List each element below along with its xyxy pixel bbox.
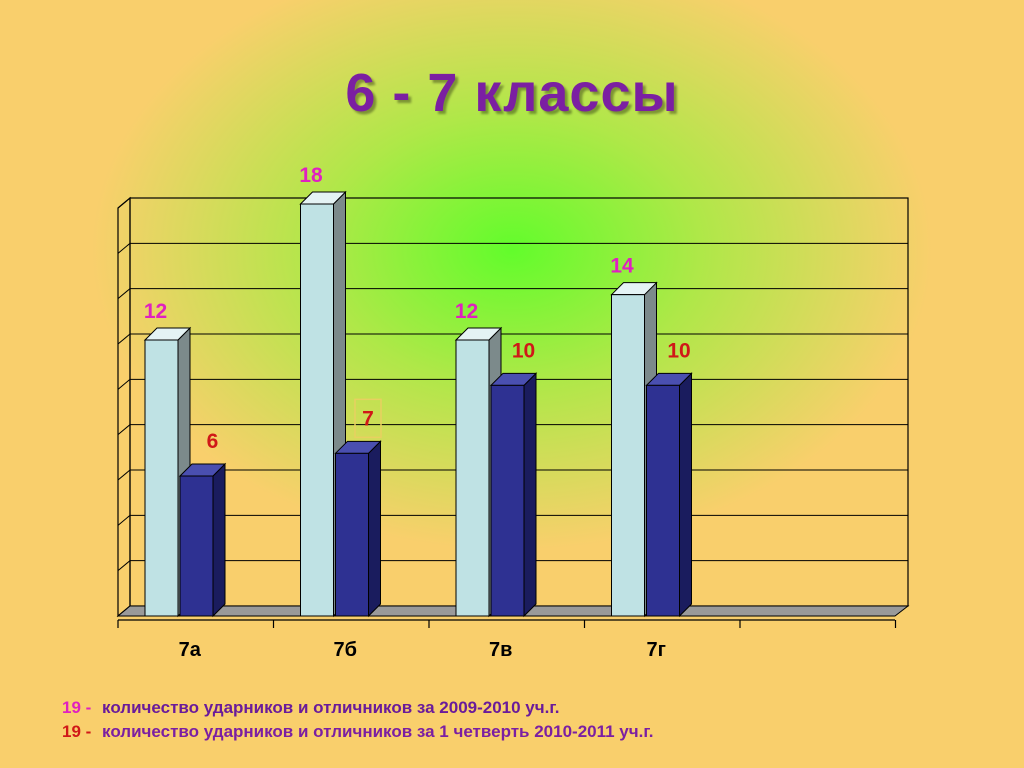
data-label: 6 [207, 430, 219, 453]
gridline-side [117, 560, 131, 572]
data-label: 12 [455, 300, 478, 323]
legend-number-2: 19 - [62, 722, 92, 741]
legend-text-2: количество ударников и отличников за 1 ч… [102, 722, 654, 741]
x-tick-label: 7г [647, 639, 666, 661]
bar [646, 384, 680, 617]
bar [179, 475, 214, 617]
data-label: 12 [144, 300, 167, 323]
gridline-side [117, 378, 131, 390]
bar [335, 452, 369, 617]
gridline-side [117, 288, 131, 300]
bar [611, 294, 645, 617]
x-tick-label: 7б [334, 639, 357, 661]
bar [455, 339, 490, 617]
bar-side [368, 440, 381, 618]
bar [144, 339, 179, 617]
side-wall [117, 196, 131, 618]
x-tick-label: 7а [179, 639, 202, 661]
page-title: 6 - 7 классы [345, 63, 679, 123]
bar [300, 203, 334, 617]
data-label: 14 [610, 255, 634, 278]
gridline-side [117, 333, 131, 345]
data-label-box [354, 398, 382, 439]
bar-side [679, 372, 692, 618]
x-tick-label: 7в [489, 639, 512, 661]
data-label: 7 [362, 407, 374, 430]
data-label: 10 [512, 339, 535, 362]
data-label: 10 [667, 339, 690, 362]
gridline-side [117, 242, 131, 254]
legend-item-2: 19 - количество ударников и отличников з… [62, 722, 653, 742]
gridline-side [117, 469, 131, 481]
legend-text-1: количество ударников и отличников за 200… [102, 698, 560, 717]
bar-side [212, 462, 226, 618]
bar [490, 384, 525, 617]
gridline-side [117, 424, 131, 436]
gridline-side [117, 197, 131, 209]
data-label: 18 [299, 164, 323, 187]
bar-side [523, 372, 537, 618]
gridline-side [117, 514, 131, 526]
legend-number-1: 19 - [62, 698, 92, 717]
legend-item-1: 19 - количество ударников и отличников з… [62, 698, 559, 718]
